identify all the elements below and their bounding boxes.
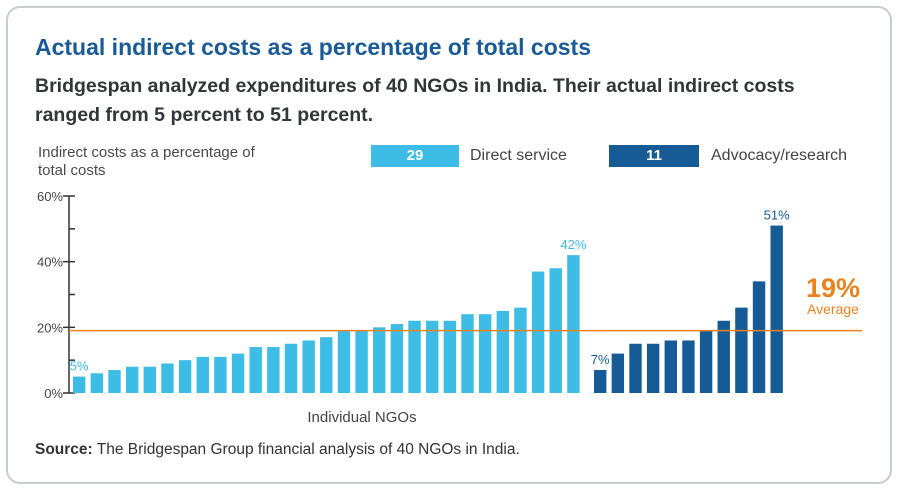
bar-direct-service bbox=[90, 373, 104, 393]
bar-direct-service bbox=[408, 320, 421, 393]
bar-advocacy-research bbox=[682, 340, 695, 393]
chart-card bbox=[6, 6, 892, 484]
bar-direct-service bbox=[390, 324, 404, 393]
bar-direct-service bbox=[514, 307, 527, 393]
bar-direct-service bbox=[249, 347, 262, 393]
bar-advocacy-research bbox=[735, 307, 748, 393]
legend-swatch-advocacy-research: 11 bbox=[609, 145, 699, 167]
data-label: 7% bbox=[591, 352, 610, 367]
source-label: Source: bbox=[35, 441, 93, 458]
bar-advocacy-research bbox=[752, 281, 766, 393]
bar-direct-service bbox=[73, 376, 86, 393]
bar-direct-service bbox=[426, 320, 439, 393]
bar-direct-service bbox=[496, 310, 509, 393]
bar-advocacy-research bbox=[629, 343, 642, 393]
bar-advocacy-research bbox=[770, 225, 783, 393]
legend-count-direct-service: 29 bbox=[406, 147, 424, 164]
data-label: 42% bbox=[560, 237, 586, 252]
bar-direct-service bbox=[373, 327, 386, 393]
bar-direct-service bbox=[337, 330, 351, 393]
bar-direct-service bbox=[125, 366, 139, 393]
legend-swatch-direct-service: 29 bbox=[371, 145, 459, 167]
y-axis-label: Indirect costs as a percentage of total … bbox=[38, 144, 255, 179]
bar-advocacy-research bbox=[699, 330, 713, 393]
bar-direct-service bbox=[108, 370, 121, 393]
y-tick-label: 0% bbox=[44, 386, 63, 401]
bar-direct-service bbox=[443, 320, 457, 393]
legend-label-advocacy-research: Advocacy/research bbox=[711, 147, 848, 164]
data-label: 51% bbox=[764, 208, 790, 223]
bar-direct-service bbox=[284, 343, 298, 393]
bar-advocacy-research bbox=[664, 340, 677, 393]
bar-advocacy-research bbox=[646, 343, 660, 393]
bar-direct-service bbox=[531, 271, 545, 393]
x-axis-label: Individual NGOs bbox=[307, 409, 416, 426]
chart-title: Actual indirect costs as a percentage of… bbox=[35, 34, 591, 60]
average-value: 19% bbox=[806, 273, 860, 303]
y-tick-label: 60% bbox=[37, 189, 63, 204]
source-note: Source: The Bridgespan Group financial a… bbox=[35, 441, 520, 459]
bar-direct-service bbox=[320, 337, 333, 393]
bar-advocacy-research bbox=[611, 353, 625, 393]
bar-direct-service bbox=[214, 356, 227, 393]
source-text: The Bridgespan Group financial analysis … bbox=[92, 441, 520, 458]
bar-advocacy-research bbox=[594, 370, 607, 393]
bar-direct-service bbox=[461, 314, 474, 393]
chart-subtitle: Bridgespan analyzed expenditures of 40 N… bbox=[35, 75, 795, 126]
average-caption: Average bbox=[807, 301, 859, 317]
bar-direct-service bbox=[302, 340, 315, 393]
y-tick-label: 20% bbox=[37, 320, 63, 335]
bar-direct-service bbox=[478, 314, 492, 393]
bar-direct-service bbox=[196, 356, 209, 393]
bar-direct-service bbox=[231, 353, 245, 393]
bar-direct-service bbox=[161, 363, 174, 393]
bar-advocacy-research bbox=[717, 320, 730, 393]
legend-count-advocacy-research: 11 bbox=[646, 147, 662, 164]
legend-label-direct-service: Direct service bbox=[470, 147, 567, 164]
bar-direct-service bbox=[143, 366, 156, 393]
bar-direct-service bbox=[355, 330, 368, 393]
bar-direct-service bbox=[567, 255, 580, 393]
bar-direct-service bbox=[267, 347, 280, 393]
y-tick-label: 40% bbox=[37, 255, 63, 270]
bar-direct-service bbox=[178, 360, 192, 393]
data-label: 5% bbox=[70, 359, 89, 374]
